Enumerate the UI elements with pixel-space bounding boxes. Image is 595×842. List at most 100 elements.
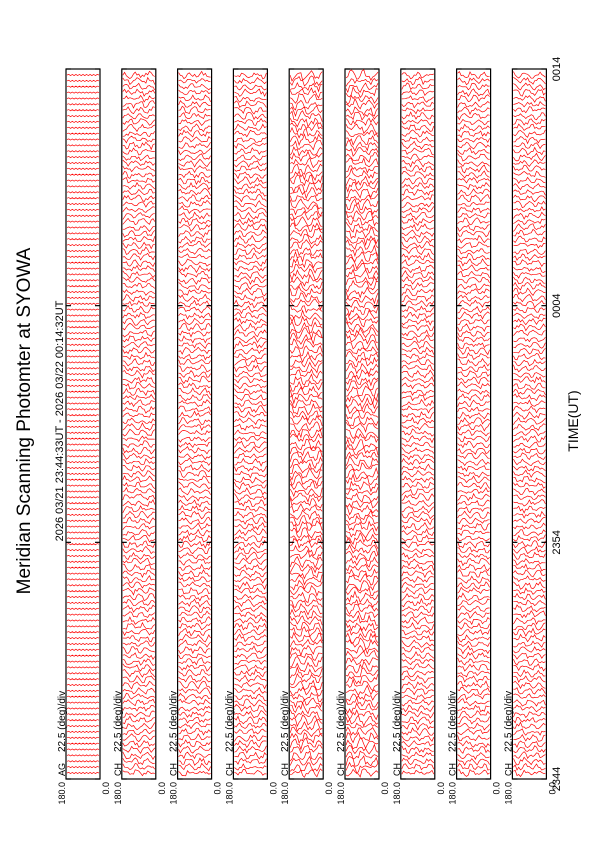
scan-trace xyxy=(345,568,379,578)
scan-trace xyxy=(457,342,490,349)
scan-trace xyxy=(66,607,100,610)
scan-trace xyxy=(513,475,546,484)
scan-trace xyxy=(457,71,490,79)
scan-trace xyxy=(289,105,323,118)
scan-trace xyxy=(457,123,490,132)
scan-trace xyxy=(289,446,323,457)
scan-trace xyxy=(401,475,435,483)
scan-trace xyxy=(234,681,267,690)
scan-trace xyxy=(289,480,323,490)
scan-trace xyxy=(513,76,546,85)
scan-trace xyxy=(290,414,323,427)
scan-trace xyxy=(289,762,323,772)
scan-trace xyxy=(290,361,323,374)
scan-trace xyxy=(66,367,100,370)
scan-trace xyxy=(122,593,156,602)
scan-trace xyxy=(66,490,100,493)
scan-trace xyxy=(457,147,490,155)
scan-trace xyxy=(234,703,267,713)
scan-trace xyxy=(122,364,156,373)
scan-trace xyxy=(457,406,490,413)
scan-trace xyxy=(401,546,435,555)
scan-trace xyxy=(401,735,435,742)
scan-trace xyxy=(290,679,323,691)
scan-trace xyxy=(290,157,323,169)
scan-trace xyxy=(122,276,156,283)
scan-trace xyxy=(290,257,323,269)
scan-trace xyxy=(457,448,490,455)
scan-trace xyxy=(234,452,267,459)
channel-label: CH xyxy=(336,763,346,776)
scan-trace xyxy=(345,438,379,450)
scan-trace xyxy=(178,119,211,127)
scan-trace xyxy=(122,206,155,213)
scan-trace xyxy=(345,268,379,280)
scan-trace xyxy=(457,617,490,626)
scan-trace xyxy=(401,118,434,126)
scan-trace xyxy=(345,428,379,440)
scan-trace xyxy=(513,699,546,707)
scan-trace xyxy=(234,382,267,390)
scan-trace xyxy=(234,551,267,561)
scan-trace xyxy=(513,534,546,542)
scan-trace xyxy=(289,726,323,738)
scan-trace xyxy=(234,516,267,525)
scan-trace xyxy=(234,217,267,226)
scan-trace xyxy=(513,663,546,672)
scale-label: 22.5 (deg)/div xyxy=(113,691,124,752)
y-bottom-label: 0.0 xyxy=(324,782,334,795)
scan-trace xyxy=(513,347,546,355)
scan-trace xyxy=(66,707,100,710)
scan-trace xyxy=(178,605,211,614)
scan-trace xyxy=(178,594,211,602)
scan-trace xyxy=(513,575,546,583)
scan-trace xyxy=(401,171,434,179)
scan-trace xyxy=(289,110,323,122)
scan-trace xyxy=(66,408,100,411)
scan-trace xyxy=(345,637,379,650)
scan-trace xyxy=(178,142,211,149)
y-top-label: 180.0 xyxy=(448,782,458,805)
scan-trace xyxy=(178,405,211,412)
scan-trace xyxy=(66,132,100,135)
scan-trace xyxy=(457,141,490,150)
scan-trace xyxy=(289,247,323,257)
scan-trace xyxy=(513,300,546,309)
scan-trace xyxy=(234,129,267,138)
scan-trace xyxy=(122,70,155,80)
scan-trace xyxy=(122,322,155,331)
scan-trace xyxy=(513,159,546,167)
scan-trace xyxy=(290,520,323,534)
scan-trace xyxy=(289,75,323,87)
scan-trace xyxy=(513,465,546,472)
scan-trace xyxy=(401,229,435,238)
scan-trace xyxy=(289,117,323,128)
scan-trace xyxy=(289,714,323,728)
scan-trace xyxy=(234,668,267,678)
scan-trace xyxy=(457,517,490,525)
scan-trace xyxy=(122,329,156,338)
scan-trace xyxy=(178,253,211,259)
scan-trace xyxy=(122,435,155,442)
scan-trace xyxy=(290,421,323,433)
scan-trace xyxy=(513,266,546,273)
panel-traces xyxy=(66,73,100,775)
scan-trace xyxy=(289,492,323,503)
scan-trace xyxy=(345,586,379,597)
scan-trace xyxy=(178,487,211,496)
scan-trace xyxy=(513,294,546,303)
scan-trace xyxy=(234,404,267,414)
scan-trace xyxy=(401,82,434,91)
scan-trace xyxy=(457,640,490,647)
scan-trace xyxy=(66,179,100,182)
scan-trace xyxy=(234,664,267,672)
scan-trace xyxy=(289,174,323,187)
scan-trace xyxy=(178,229,211,238)
y-bottom-label: 0.0 xyxy=(101,782,111,795)
scan-trace xyxy=(513,242,546,249)
scan-trace xyxy=(234,510,267,519)
scan-trace xyxy=(513,364,546,373)
scan-trace xyxy=(122,417,156,424)
scan-trace xyxy=(178,653,211,660)
scan-trace xyxy=(457,346,490,356)
